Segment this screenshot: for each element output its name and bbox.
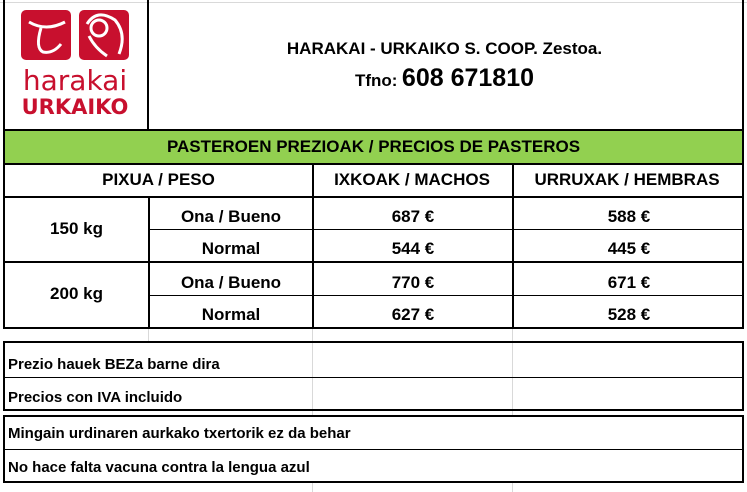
quality: Ona / Bueno [180, 207, 282, 226]
note-vaccine-eu: Mingain urdinaren aurkako txertorik ez d… [8, 425, 351, 442]
phone-label: Tfno: [354, 71, 398, 90]
vat-notes-box [3, 341, 744, 411]
company-name: HARAKAI - URKAIKO S. COOP. Zestoa. [286, 39, 603, 58]
svg-text:harakai: harakai [23, 64, 127, 97]
weight-200: 200 kg [50, 284, 103, 303]
weight-150: 150 kg [50, 218, 103, 238]
table-title: PASTEROEN PREZIOAK / PRECIOS DE PASTEROS [3, 129, 744, 165]
note-vaccine-es: No hace falta vacuna contra la lengua az… [8, 459, 310, 476]
price-female: 528 € [607, 305, 651, 324]
svg-text:URKAIKO: URKAIKO [22, 95, 129, 118]
price-male: 770 € [391, 273, 435, 292]
price-female: 588 € [607, 207, 651, 226]
header-info-cell: HARAKAI - URKAIKO S. COOP. Zestoa. Tfno:… [147, 0, 744, 131]
quality: Ona / Bueno [180, 273, 282, 292]
header-logo-cell: harakai URKAIKO [3, 0, 149, 131]
header-weight: PIXUA / PESO [3, 163, 314, 198]
price-male: 627 € [391, 305, 435, 324]
phone-line: Tfno: 608 671810 [147, 64, 742, 93]
header-males: IXKOAK / MACHOS [312, 163, 514, 198]
price-male: 544 € [391, 239, 435, 258]
quality: Normal [201, 305, 261, 324]
header-females: URRUXAK / HEMBRAS [512, 163, 744, 198]
price-female: 671 € [607, 273, 651, 292]
price-male: 687 € [391, 207, 435, 226]
harakai-logo: harakai URKAIKO [21, 10, 129, 118]
quality: Normal [201, 239, 261, 258]
note-vat-eu: Prezio hauek BEZa barne dira [8, 356, 220, 373]
price-female: 445 € [607, 239, 651, 258]
phone-number: 608 671810 [401, 64, 535, 92]
note-vat-es: Precios con IVA incluido [8, 389, 183, 406]
